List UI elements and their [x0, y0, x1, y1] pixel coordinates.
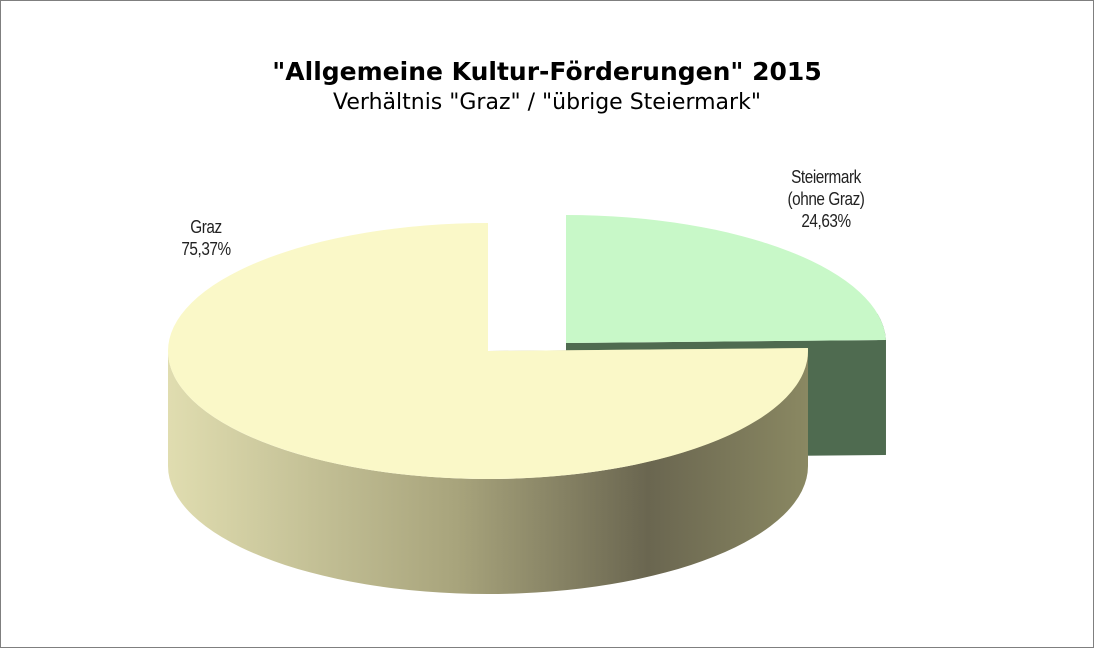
slice-side	[168, 351, 808, 594]
slice-label: Graz	[190, 217, 222, 237]
slice	[168, 223, 808, 479]
slice-value-label: 75,37%	[181, 239, 231, 259]
slice-value-label: 24,63%	[801, 211, 851, 231]
slice-side	[877, 313, 886, 456]
chart-title: "Allgemeine Kultur-Förderungen" 2015	[272, 57, 822, 86]
slice	[566, 215, 886, 343]
slice-label: Steiermark (ohne Graz)	[787, 167, 865, 209]
chart-subtitle: Verhältnis "Graz" / "übrige Steiermark"	[333, 90, 761, 115]
